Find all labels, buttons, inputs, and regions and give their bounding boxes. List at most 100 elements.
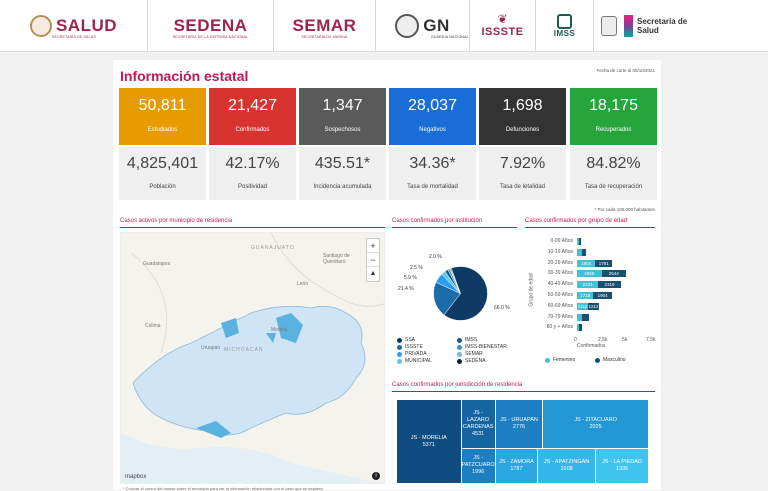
bar-femenino[interactable] bbox=[577, 324, 580, 332]
stat-recuperacion: 84.82% Tasa de recuperación bbox=[570, 147, 657, 200]
jurisdiction-title-underline bbox=[392, 391, 655, 392]
card-label: Negativos bbox=[419, 127, 446, 133]
issste-logo: ❦ ISSSTE bbox=[470, 0, 536, 52]
treemap-cell-label: JS - MORELIA bbox=[410, 434, 447, 441]
stat-label: Tasa de letalidad bbox=[499, 184, 546, 190]
legend-item[interactable]: SEMAR bbox=[457, 351, 483, 357]
age-tick-label: 0 bbox=[574, 337, 577, 344]
municipality-highlight[interactable] bbox=[276, 313, 303, 343]
card-negativos[interactable]: 28,037 Negativos bbox=[389, 88, 476, 145]
map-info-icon[interactable]: i bbox=[372, 472, 380, 480]
zoom-in-button[interactable]: + bbox=[367, 239, 379, 253]
city-label: Uruapan bbox=[201, 345, 221, 351]
bar-femenino[interactable] bbox=[577, 238, 579, 245]
legend-item[interactable]: ISSSTE bbox=[397, 344, 423, 350]
age-chart-title: Casos confirmados por grupo de edad bbox=[525, 218, 628, 224]
imss-emblem-icon bbox=[557, 13, 572, 29]
per-capita-note: * Por cada 100,000 habitantes bbox=[594, 207, 655, 212]
treemap-cell[interactable]: JS - LA PIEDAD 1335 bbox=[596, 448, 648, 483]
bar-femenino[interactable] bbox=[577, 248, 582, 256]
card-value: 18,175 bbox=[589, 97, 638, 114]
treemap-cell-value: 2776 bbox=[512, 423, 526, 430]
jurisdiction-treemap[interactable]: JS - MORELIA 5371 JS - LAZARO CARDENAS 4531… bbox=[397, 400, 649, 484]
secretaria-salud-text: Secretaría de Salud bbox=[637, 16, 688, 35]
institution-pie-chart[interactable] bbox=[433, 266, 488, 321]
treemap-cell[interactable]: JS - URUAPAN 2776 bbox=[495, 400, 543, 448]
pie-slice-label: 5.9 % bbox=[404, 275, 417, 281]
card-confirmados[interactable]: 21,427 Confirmados bbox=[209, 88, 296, 145]
treemap-cell-label: JS - ZAMORA bbox=[499, 458, 534, 465]
card-estudiados[interactable]: 50,811 Estudiados bbox=[119, 88, 206, 145]
bar-femenino[interactable]: 1718 bbox=[577, 292, 594, 299]
pie-slice-sedena[interactable] bbox=[450, 267, 461, 294]
treemap-cell-value: 1508 bbox=[560, 465, 573, 472]
treemap-cell-label: JS - LAZARO CARDENAS bbox=[462, 409, 494, 430]
treemap-cell[interactable]: JS - APATZINGAN 1508 bbox=[538, 448, 596, 483]
bar-femenino[interactable]: 2559 bbox=[577, 270, 602, 278]
bar-masculino[interactable] bbox=[581, 248, 587, 256]
mapbox-attribution[interactable]: mapbox bbox=[125, 474, 147, 480]
age-category-label: 40-49 Años bbox=[547, 281, 573, 288]
treemap-cell[interactable]: JS - PATZCUARO 1996 bbox=[461, 448, 495, 483]
municipality-highlight[interactable] bbox=[221, 318, 239, 338]
state-seal-icon bbox=[601, 15, 617, 36]
card-sospechosos[interactable]: 1,347 Sospechosos bbox=[299, 88, 386, 145]
legend-label: SEMAR bbox=[465, 351, 483, 357]
legend-swatch bbox=[545, 357, 550, 363]
state-label: MICHOACAN bbox=[224, 347, 264, 353]
legend-item[interactable]: MUNICIPAL bbox=[397, 358, 432, 364]
legend-swatch bbox=[397, 358, 402, 364]
age-bar-chart[interactable]: Grupo de edad 0-09 Años 10-19 Años 20-29 A… bbox=[525, 232, 661, 362]
card-defunciones[interactable]: 1,698 Defunciones bbox=[479, 88, 566, 145]
bar-masculino[interactable]: 2544 bbox=[601, 270, 626, 278]
legend-label: MUNICIPAL bbox=[405, 358, 432, 364]
stat-label: Tasa de recuperación bbox=[584, 184, 643, 190]
legend-item[interactable]: SSA bbox=[397, 337, 415, 343]
stat-label: Tasa de mortalidad bbox=[407, 184, 458, 190]
bar-masculino[interactable] bbox=[582, 313, 589, 321]
mexico-seal-icon bbox=[29, 14, 52, 37]
treemap-cell-value: 5371 bbox=[422, 441, 435, 448]
city-label: Guadalajara bbox=[143, 261, 171, 267]
legend-item[interactable]: SEDENA bbox=[457, 358, 486, 364]
treemap-cell[interactable]: JS - MORELIA 5371 bbox=[397, 400, 461, 483]
bar-masculino[interactable]: 1212 bbox=[587, 302, 600, 310]
imss-logo: IMSS bbox=[536, 0, 594, 52]
bar-masculino[interactable]: 1781 bbox=[595, 259, 613, 267]
treemap-cell[interactable]: JS - ZITACUARO 2025 bbox=[543, 400, 648, 448]
map-canvas[interactable] bbox=[121, 233, 385, 484]
stat-incidencia: 435.51* Incidencia acumulada bbox=[299, 147, 386, 200]
legend-item[interactable]: Femenino bbox=[545, 357, 575, 363]
gn-logo-text: GN bbox=[423, 15, 450, 35]
municipality-highlight[interactable] bbox=[266, 333, 276, 343]
treemap-cell[interactable]: JS - ZAMORA 1787 bbox=[495, 448, 538, 483]
bar-masculino[interactable] bbox=[578, 238, 581, 245]
treemap-cell-value: 1335 bbox=[615, 465, 629, 472]
bar-femenino[interactable]: 1904 bbox=[577, 259, 596, 267]
semar-logo-text: SEMAR bbox=[292, 15, 357, 35]
card-recuperados[interactable]: 18,175 Recuperados bbox=[570, 88, 657, 145]
bar-femenino[interactable]: 1112 bbox=[577, 302, 588, 310]
pie-slice-ssa[interactable] bbox=[443, 266, 488, 321]
legend-item[interactable]: IMSS-BIENESTAR bbox=[457, 344, 507, 350]
legend-item[interactable]: PRIVADA bbox=[397, 351, 427, 357]
treemap-cell[interactable]: JS - LAZARO CARDENAS 4531 bbox=[461, 400, 495, 448]
legend-label: SEDENA bbox=[465, 358, 486, 364]
stat-value: 4,825,401 bbox=[126, 155, 199, 172]
legend-item[interactable]: IMSS bbox=[457, 337, 477, 343]
compass-reset-button[interactable]: ▲ bbox=[369, 270, 377, 277]
municipality-highlight[interactable] bbox=[196, 421, 231, 438]
bar-masculino[interactable] bbox=[579, 324, 583, 332]
legend-swatch bbox=[397, 337, 402, 343]
cut-date: Fecha de corte al 05/10/2021 bbox=[596, 68, 655, 73]
legend-item[interactable]: Masculino bbox=[595, 357, 626, 363]
bar-femenino[interactable]: 2224 bbox=[577, 281, 599, 289]
zoom-out-button[interactable]: − bbox=[367, 253, 379, 267]
municipality-map[interactable]: GUANAJUATO MICHOACAN Guadalajara Santiag… bbox=[120, 232, 385, 484]
pie-slice-label: 2.5 % bbox=[410, 265, 423, 271]
legend-label: ISSSTE bbox=[405, 344, 423, 350]
bar-masculino[interactable]: 1904 bbox=[593, 292, 612, 299]
age-category-label: 30-39 Años bbox=[547, 270, 573, 277]
bar-femenino[interactable] bbox=[577, 313, 583, 321]
bar-masculino[interactable]: 2319 bbox=[598, 281, 621, 289]
